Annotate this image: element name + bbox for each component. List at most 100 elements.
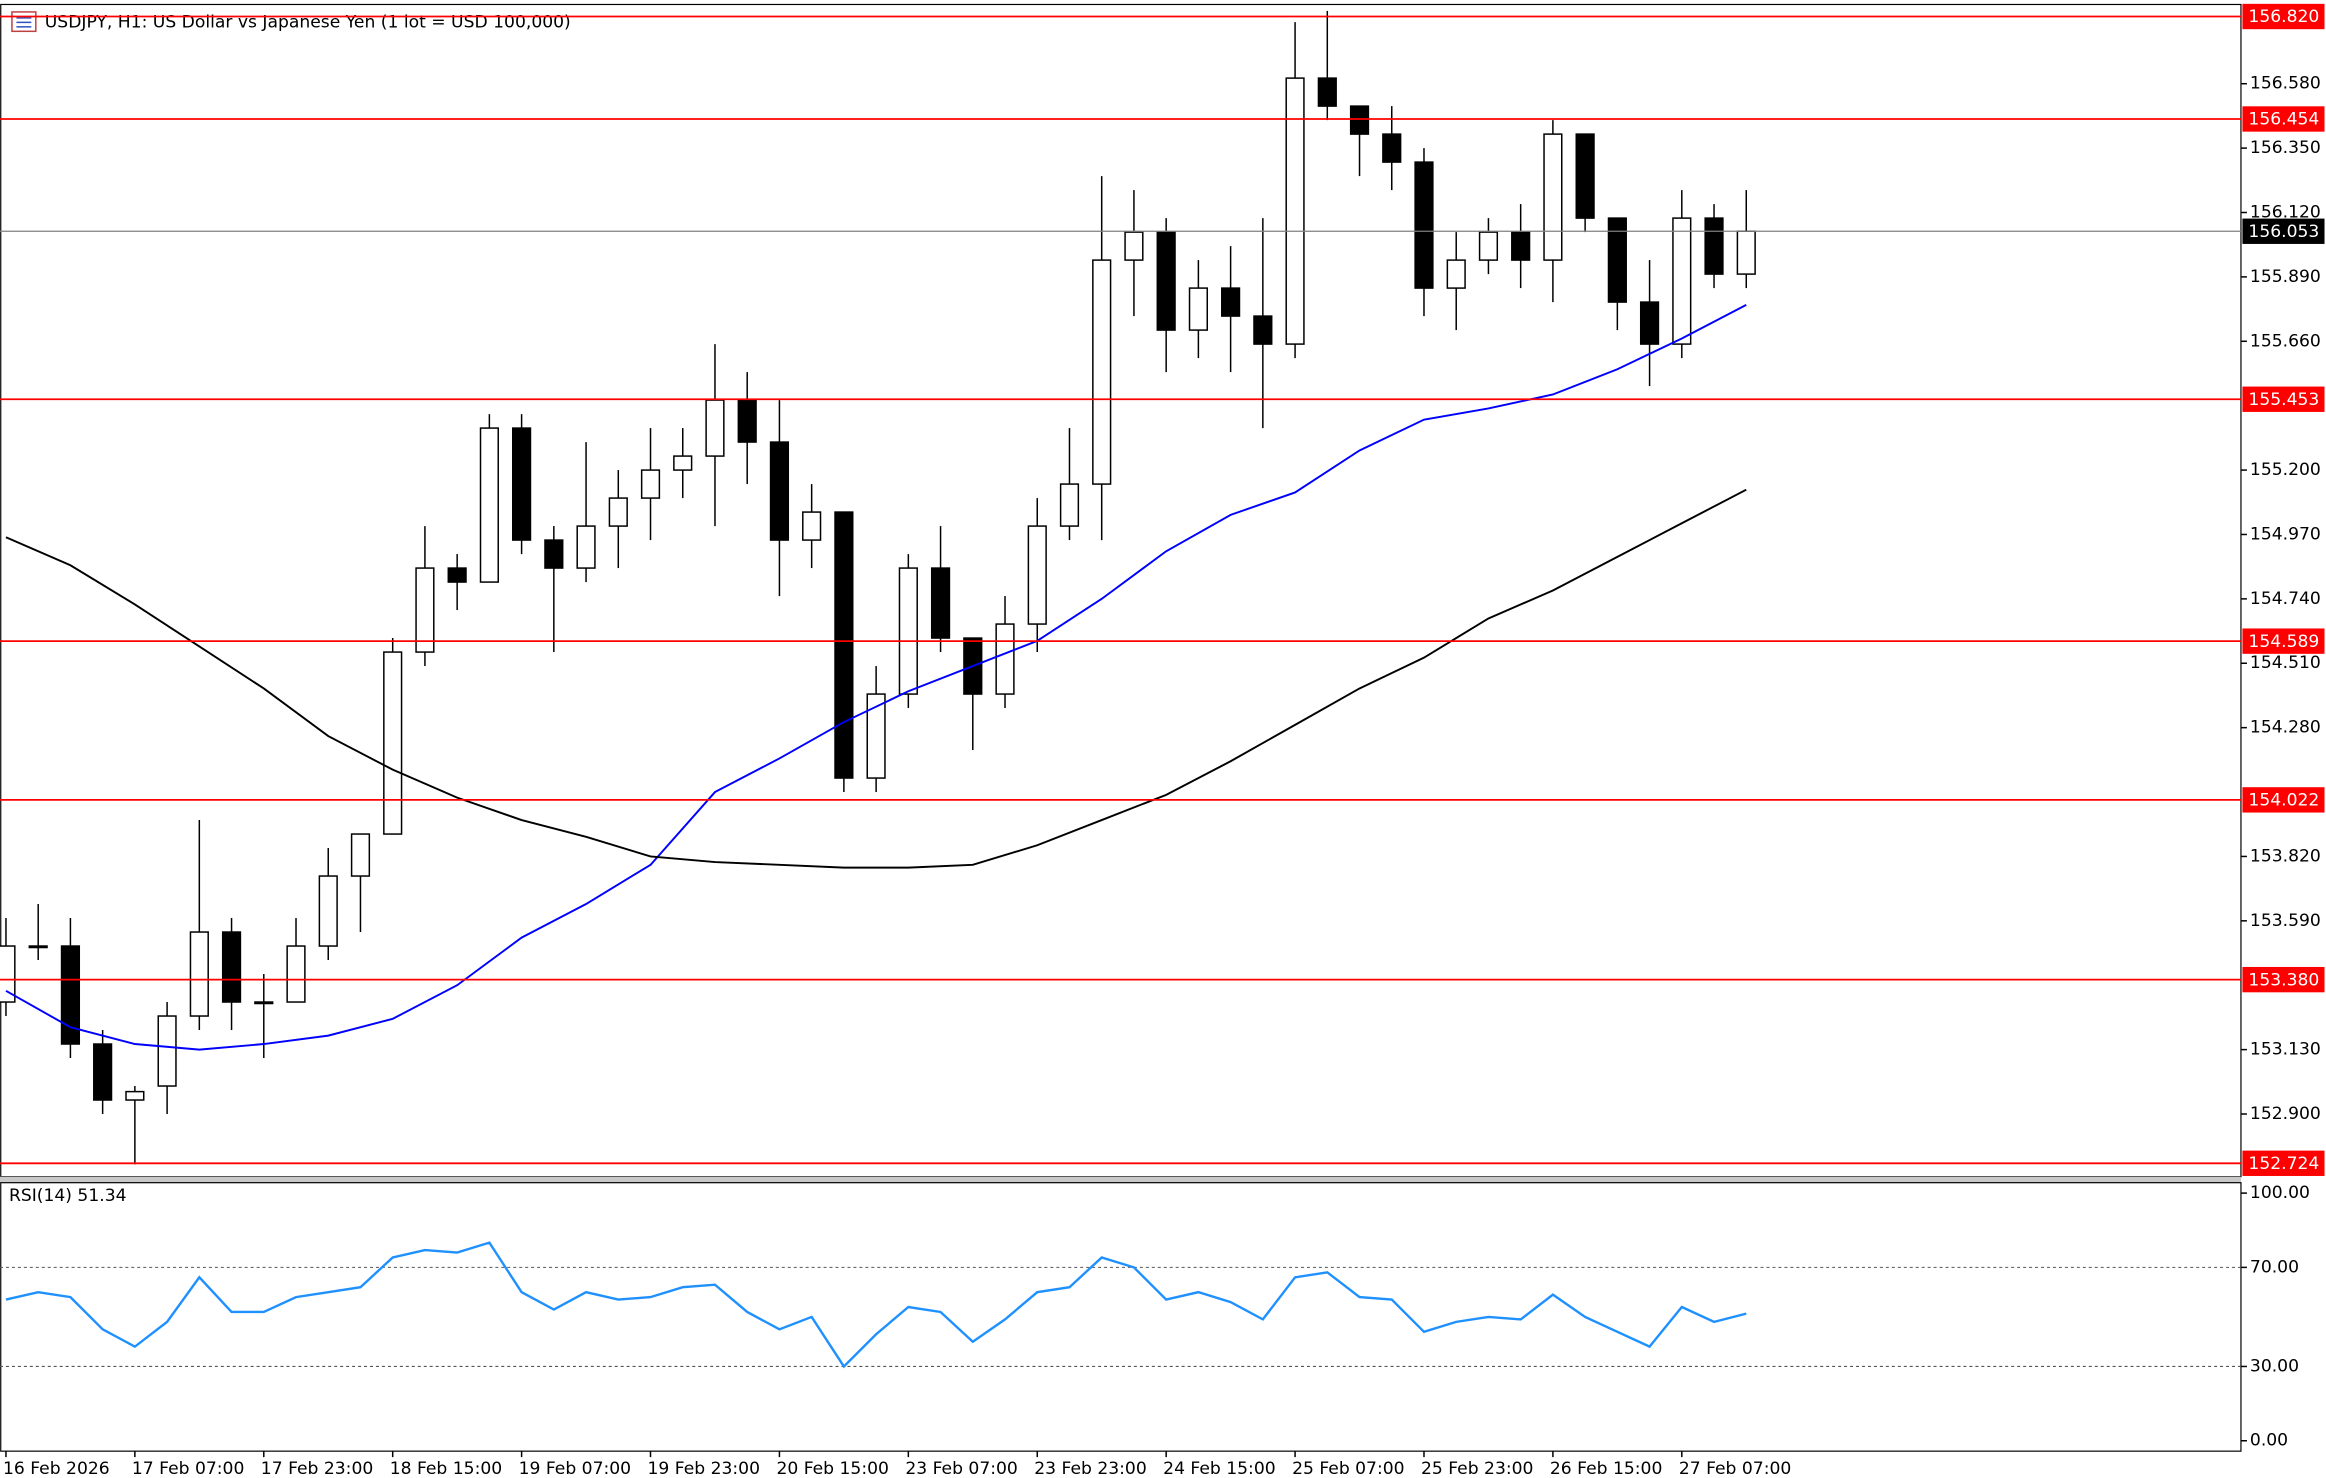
x-tick-label: 17 Feb 23:00	[261, 1459, 373, 1478]
candle-body	[1317, 77, 1337, 107]
candle-body	[1188, 287, 1208, 331]
x-tick-label: 25 Feb 07:00	[1292, 1459, 1404, 1478]
main-pane-frame	[0, 3, 2242, 1178]
last-price-bg	[2242, 218, 2325, 244]
candle-body	[1704, 217, 1724, 275]
level-label-bg	[2242, 787, 2325, 813]
candle-body	[93, 1043, 113, 1101]
candle-body	[1446, 259, 1466, 289]
rsi-pane-frame	[0, 1182, 2242, 1452]
candle-body	[1382, 133, 1402, 163]
x-tick-label: 23 Feb 23:00	[1034, 1459, 1146, 1478]
candle-body	[1156, 231, 1176, 331]
candle-body	[318, 875, 338, 947]
candle-body	[60, 945, 81, 1045]
candle-body	[544, 539, 564, 569]
candle-body	[1059, 483, 1080, 527]
candle-body	[1575, 133, 1595, 219]
y-tick-label: 0.00	[2250, 1431, 2288, 1451]
candle-body	[0, 945, 16, 1003]
candle-body	[221, 931, 242, 1003]
level-label-bg	[2242, 628, 2325, 654]
candle-body	[254, 1001, 274, 1005]
level-label-bg	[2242, 386, 2325, 412]
candle-body	[447, 567, 467, 583]
y-tick-label: 154.510	[2250, 653, 2321, 673]
x-tick-label: 18 Feb 15:00	[390, 1459, 502, 1478]
candle-body	[1478, 231, 1499, 261]
candle-body	[1027, 525, 1047, 625]
level-label: 154.022	[2248, 791, 2319, 811]
candle-body	[673, 455, 693, 471]
candle-body	[737, 399, 757, 443]
candle-body	[866, 693, 886, 779]
x-tick-label: 19 Feb 07:00	[519, 1459, 631, 1478]
candle-body	[125, 1090, 145, 1101]
candle-body	[415, 567, 435, 653]
x-tick-label: 26 Feb 15:00	[1550, 1459, 1662, 1478]
y-tick-label: 153.130	[2250, 1040, 2321, 1060]
candle-body	[1414, 161, 1434, 289]
candle-body	[1349, 105, 1370, 135]
x-tick-label: 27 Feb 07:00	[1679, 1459, 1791, 1478]
level-label: 154.589	[2248, 632, 2319, 652]
candle-body	[1639, 301, 1660, 345]
candle-body	[350, 833, 371, 877]
y-tick-label: 156.580	[2250, 74, 2321, 94]
candle-body	[189, 931, 209, 1017]
candle-body	[1253, 315, 1273, 345]
candle-body	[479, 427, 499, 583]
pane-separator	[0, 1176, 2241, 1183]
candle-body	[157, 1015, 177, 1087]
rsi-title: RSI(14) 51.34	[9, 1186, 127, 1206]
x-tick-label: 25 Feb 23:00	[1421, 1459, 1533, 1478]
level-label: 152.724	[2248, 1154, 2319, 1174]
y-tick-label: 154.740	[2250, 589, 2321, 609]
candle-body	[1285, 77, 1305, 345]
y-tick-label: 154.280	[2250, 718, 2321, 738]
moving-average	[5, 304, 1747, 1051]
candle-body	[1543, 133, 1563, 261]
y-tick-label: 152.900	[2250, 1104, 2321, 1124]
y-tick-label: 100.00	[2250, 1183, 2310, 1203]
candle-body	[286, 945, 306, 1003]
y-tick-label: 155.660	[2250, 331, 2321, 351]
candle-body	[511, 427, 532, 541]
x-tick-label: 17 Feb 07:00	[132, 1459, 244, 1478]
moving-average	[5, 488, 1747, 869]
y-tick-label: 153.590	[2250, 911, 2321, 931]
candle-body	[28, 945, 48, 949]
level-label-bg	[2242, 1150, 2325, 1176]
level-label: 156.820	[2248, 7, 2319, 27]
y-tick-label: 70.00	[2250, 1257, 2299, 1277]
candle-body	[383, 651, 403, 835]
level-label-bg	[2242, 966, 2325, 993]
level-label: 156.454	[2248, 110, 2319, 130]
candle-body	[898, 567, 918, 695]
candle-body	[930, 567, 951, 639]
candle-body	[1736, 230, 1756, 275]
chart-title: USDJPY, H1: US Dollar vs Japanese Yen (1…	[45, 12, 571, 32]
candle-body	[1672, 217, 1692, 345]
symbol-icon	[11, 11, 37, 33]
candle-body	[1511, 231, 1531, 261]
candle-body	[1607, 217, 1627, 303]
level-label-bg	[2242, 106, 2325, 132]
candle-body	[705, 399, 725, 457]
x-tick-label: 16 Feb 2026	[3, 1459, 110, 1478]
y-tick-label: 30.00	[2250, 1356, 2299, 1376]
candle-body	[608, 497, 628, 527]
candle-body	[576, 525, 596, 569]
level-label-bg	[2242, 3, 2325, 30]
candle-body	[769, 441, 790, 541]
y-tick-label: 155.200	[2250, 460, 2321, 480]
x-tick-label: 20 Feb 15:00	[776, 1459, 888, 1478]
y-tick-label: 156.120	[2250, 202, 2321, 222]
y-tick-label: 156.350	[2250, 138, 2321, 158]
last-price-label: 156.053	[2248, 222, 2319, 242]
x-tick-label: 24 Feb 15:00	[1163, 1459, 1275, 1478]
candle-body	[1092, 259, 1112, 485]
x-tick-label: 23 Feb 07:00	[905, 1459, 1017, 1478]
